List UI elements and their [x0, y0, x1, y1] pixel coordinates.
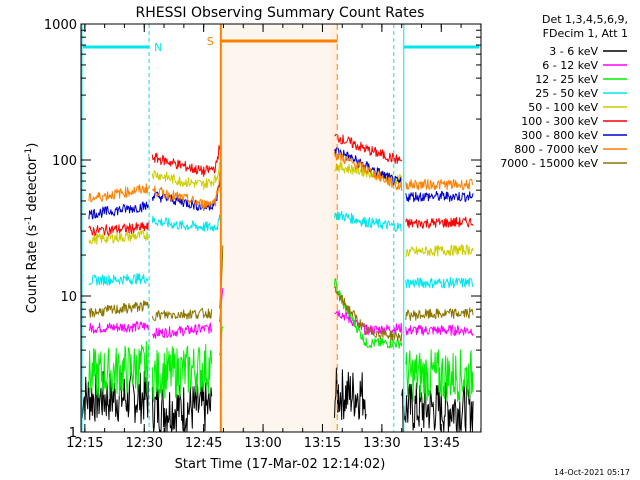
- legend-label: 50 - 100 keV: [528, 101, 598, 114]
- background-shading: [220, 24, 338, 432]
- series-segment: [88, 230, 149, 245]
- data-gap-shade: [222, 24, 331, 432]
- legend-header-line-1: Det 1,3,4,5,6,9,: [542, 13, 628, 26]
- series-segment: [151, 322, 213, 339]
- night-marker-label: N: [154, 41, 162, 54]
- series-segment: [211, 214, 222, 232]
- x-tick-label: 12:45: [185, 436, 222, 451]
- legend-label: 800 - 7000 keV: [514, 143, 598, 156]
- series-segment: [405, 307, 474, 321]
- series-segment: [405, 216, 474, 229]
- legend-label: 100 - 300 keV: [521, 115, 598, 128]
- x-tick-label: 12:15: [66, 436, 103, 451]
- series-segment: [88, 183, 149, 203]
- x-axis-label: Start Time (17-Mar-02 12:14:02): [175, 457, 386, 472]
- x-tick-label: 12:30: [126, 436, 163, 451]
- series-segment: [151, 307, 213, 321]
- series-segment: [334, 367, 367, 420]
- legend-label: 12 - 25 keV: [535, 73, 598, 86]
- series-12-25-kev: [88, 278, 474, 403]
- series-segment: [405, 277, 474, 289]
- series-segment: [88, 201, 149, 220]
- y-axis-label: Count Rate (s-1 detector-1): [24, 143, 40, 314]
- series-segment: [405, 349, 474, 403]
- series-segment: [334, 278, 403, 349]
- legend-label: 7000 - 15000 keV: [500, 157, 598, 170]
- footer-date: 14-Oct-2021 05:17: [554, 468, 630, 477]
- series-segment: [334, 210, 402, 233]
- y-axis-ticks: 1 10 100 1000: [44, 18, 481, 441]
- series-segment: [88, 341, 149, 400]
- saa-marker-label: S: [207, 35, 214, 48]
- y-tick-label: 1000: [44, 18, 77, 33]
- x-axis-ticks: 12:15 12:30 12:45 13:00 13:15 13:30 13:45: [66, 24, 482, 451]
- chart-title: RHESSI Observing Summary Count Rates: [136, 5, 425, 21]
- series-segment: [151, 135, 222, 177]
- legend-header-line-2: FDecim 1, Att 1: [543, 27, 628, 40]
- series-800-7000-kev: [88, 151, 474, 211]
- y-tick-label: 10: [60, 290, 77, 305]
- series-segment: [151, 170, 222, 211]
- series-segment: [151, 215, 213, 232]
- y-tick-label: 1: [69, 426, 77, 441]
- series-segment: [401, 381, 474, 433]
- legend-label: 25 - 50 keV: [535, 87, 598, 100]
- series-segment: [88, 273, 149, 286]
- series-segment: [151, 344, 213, 403]
- plot-frame: [80, 23, 482, 433]
- legend-label: 300 - 800 keV: [521, 129, 598, 142]
- legend: Det 1,3,4,5,6,9, FDecim 1, Att 1 3 - 6 k…: [500, 13, 628, 170]
- legend-label: 6 - 12 keV: [542, 59, 598, 72]
- y-tick-label: 100: [52, 154, 77, 169]
- series-25-50-kev: [88, 210, 474, 289]
- x-tick-label: 13:45: [423, 436, 460, 451]
- series-segment: [334, 285, 403, 342]
- x-tick-label: 13:15: [304, 436, 341, 451]
- series-segment: [88, 321, 149, 334]
- series-segment: [151, 161, 222, 191]
- series-segment: [88, 300, 149, 318]
- series-100-300-kev: [88, 133, 474, 236]
- series-segment: [334, 133, 403, 164]
- x-tick-label: 13:00: [244, 436, 281, 451]
- series-segment: [405, 324, 474, 336]
- series-segment: [334, 151, 403, 192]
- series-segment: [405, 244, 474, 258]
- legend-label: 3 - 6 keV: [549, 45, 598, 58]
- series-segment: [405, 178, 474, 191]
- series-segment: [88, 222, 149, 236]
- plot-series-group: [80, 133, 474, 433]
- x-tick-label: 13:30: [363, 436, 400, 451]
- series-segment: [405, 190, 474, 203]
